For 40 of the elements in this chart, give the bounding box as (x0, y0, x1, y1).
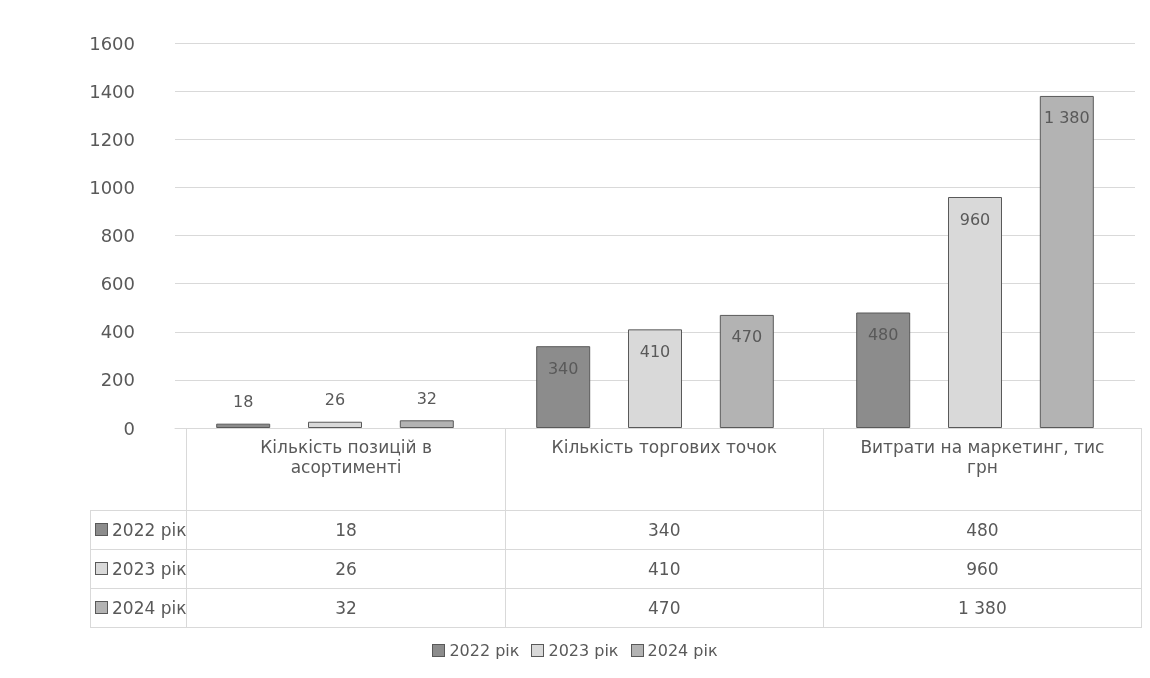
bar (536, 346, 591, 428)
y-tick-label: 600 (100, 273, 135, 295)
text: 18 (233, 392, 254, 412)
data-label: 26 (186, 549, 506, 589)
text: 960 (959, 209, 991, 229)
data-label: 32 (186, 588, 506, 628)
bar (399, 420, 454, 428)
data-label: 470 (505, 588, 824, 628)
y-tick-label: 200 (100, 369, 135, 391)
legend-label: 2022 рік (90, 510, 187, 550)
text: 2024 рік (112, 598, 187, 618)
x-tick-label: Витрати на маркетинг, тис грн (823, 428, 1142, 511)
bar (856, 312, 911, 428)
y-tick-label: 1600 (89, 32, 135, 54)
data-label: 18 (186, 510, 506, 550)
legend-label: 2024 рік (647, 641, 718, 660)
bar (1039, 95, 1094, 428)
text: 2023 рік (548, 641, 619, 660)
y-tick-label: 800 (100, 225, 135, 246)
y-tick-label: 1400 (89, 80, 135, 102)
data-label: 960 (823, 549, 1142, 589)
text: 470 (731, 327, 763, 347)
data-label: 410 (505, 549, 824, 589)
y-tick-label: 1200 (89, 128, 135, 150)
text: 410 (639, 341, 671, 361)
data-label: 1 380 (823, 588, 1142, 628)
legend-label: 2023 рік (90, 549, 187, 589)
data-label: 340 (505, 510, 824, 550)
y-tick-label: 1000 (89, 176, 135, 198)
text: 1 380 (1043, 108, 1090, 128)
text: 2022 рік (449, 641, 520, 660)
text: 32 (416, 388, 437, 408)
y-tick-label: 0 (123, 417, 135, 439)
x-tick-label: Кількість позицій в асортименті (186, 428, 506, 511)
text: 26 (324, 390, 346, 410)
data-label: 480 (823, 510, 1142, 550)
x-tick-label: Кількість торгових точок (505, 428, 824, 511)
y-tick-label: 400 (100, 321, 135, 343)
bar (719, 314, 774, 428)
bar (216, 423, 271, 428)
